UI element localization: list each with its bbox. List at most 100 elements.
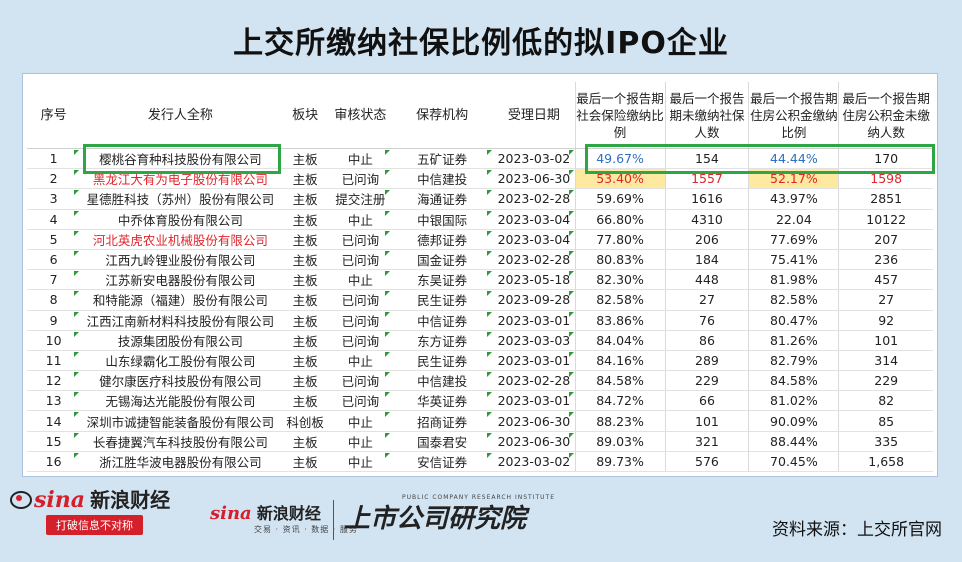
row-hf-unpaid: 1598 — [838, 168, 933, 190]
sina-finance-logo-secondary: sina 新浪财经 交易 · 资讯 · 数据 · 服务 — [210, 500, 358, 535]
header-hf-ratio: 最后一个报告期住房公积金缴纳比例 — [748, 82, 839, 149]
row-sponsor: 华英证券 — [391, 390, 494, 412]
row-ss-ratio: 59.69% — [574, 188, 666, 210]
row-no: 14 — [27, 410, 81, 432]
row-hf-unpaid: 85 — [838, 410, 933, 432]
row-no: 1 — [27, 148, 81, 170]
row-issuer: 江西江南新材料科技股份有限公司 — [80, 310, 281, 331]
row-status: 提交注册 — [329, 188, 392, 210]
row-date: 2023-06-30 — [493, 168, 576, 190]
row-ss-ratio: 53.40% — [574, 168, 666, 190]
row-ss-unpaid: 1616 — [664, 188, 749, 210]
row-ss-ratio: 83.86% — [574, 310, 666, 331]
row-board: 主板 — [280, 330, 330, 351]
row-date: 2023-09-28 — [493, 289, 576, 311]
row-no: 16 — [27, 451, 81, 473]
row-date: 2023-03-01 — [493, 310, 576, 331]
row-sponsor: 安信证券 — [391, 451, 494, 473]
row-sponsor: 招商证券 — [391, 410, 494, 432]
table-row: 11 山东绿霸化工股份有限公司 主板 中止 民生证券 2023-03-01 84.16% 28… — [27, 350, 933, 372]
row-ss-unpaid: 321 — [664, 431, 749, 452]
row-board: 主板 — [280, 431, 330, 452]
row-ss-unpaid: 86 — [664, 330, 749, 351]
row-hf-unpaid: 314 — [838, 350, 933, 372]
row-sponsor: 民生证券 — [391, 289, 494, 311]
row-ss-ratio: 89.03% — [574, 431, 666, 452]
header-hf-unpaid: 最后一个报告期住房公积金未缴纳人数 — [838, 82, 933, 149]
table-row: 16 浙江胜华波电器股份有限公司 主板 中止 安信证券 2023-03-02 89.73% 5… — [27, 451, 933, 473]
table-row: 14 深圳市诚捷智能装备股份有限公司 科创板 中止 招商证券 2023-06-30 88.2… — [27, 410, 933, 432]
row-date: 2023-03-02 — [493, 148, 576, 170]
row-sponsor: 中信建投 — [391, 168, 494, 190]
row-hf-ratio: 75.41% — [748, 249, 839, 271]
row-date: 2023-03-01 — [493, 390, 576, 412]
row-hf-unpaid: 229 — [838, 370, 933, 392]
sina-finance-text: 新浪财经 — [90, 488, 171, 512]
institute-logo: PUBLIC COMPANY RESEARCH INSTITUTE 上市公司研究… — [344, 494, 554, 535]
row-date: 2023-05-18 — [493, 269, 576, 291]
row-ss-unpaid: 229 — [664, 370, 749, 392]
row-status: 中止 — [329, 269, 392, 291]
header-issuer: 发行人全称 — [80, 82, 281, 149]
row-no: 8 — [27, 289, 81, 311]
row-no: 2 — [27, 168, 81, 190]
sina-finance-logo: sina 新浪财经 打破信息不对称 — [10, 484, 170, 535]
row-issuer: 长春捷翼汽车科技股份有限公司 — [80, 431, 281, 452]
row-ss-ratio: 77.80% — [574, 229, 666, 250]
table-header-row: 序号 发行人全称 板块 审核状态 保荐机构 受理日期 最后一个报告期社会保险缴纳… — [27, 82, 933, 149]
row-issuer: 黑龙江大有为电子股份有限公司 — [80, 168, 281, 190]
row-status: 已问询 — [329, 249, 392, 271]
row-no: 5 — [27, 229, 81, 250]
row-ss-unpaid: 101 — [664, 410, 749, 432]
row-no: 10 — [27, 330, 81, 351]
table-row: 12 健尔康医疗科技股份有限公司 主板 已问询 中信建投 2023-02-28 84.58%… — [27, 370, 933, 392]
row-issuer: 健尔康医疗科技股份有限公司 — [80, 370, 281, 392]
row-issuer: 中乔体育股份有限公司 — [80, 209, 281, 230]
row-hf-unpaid: 92 — [838, 310, 933, 331]
row-hf-ratio: 81.98% — [748, 269, 839, 291]
row-sponsor: 海通证券 — [391, 188, 494, 210]
row-status: 已问询 — [329, 310, 392, 331]
row-ss-unpaid: 289 — [664, 350, 749, 372]
row-status: 中止 — [329, 431, 392, 452]
table-row: 5 河北英虎农业机械股份有限公司 主板 已问询 德邦证券 2023-03-04 77.80%… — [27, 229, 933, 250]
row-board: 主板 — [280, 370, 330, 392]
row-sponsor: 中信建投 — [391, 370, 494, 392]
header-ss-unpaid: 最后一个报告期未缴纳社保人数 — [664, 82, 749, 149]
row-no: 9 — [27, 310, 81, 331]
row-board: 主板 — [280, 269, 330, 291]
row-hf-unpaid: 236 — [838, 249, 933, 271]
row-ss-ratio: 84.72% — [574, 390, 666, 412]
table-panel: 序号 发行人全称 板块 审核状态 保荐机构 受理日期 最后一个报告期社会保险缴纳… — [22, 73, 938, 477]
footer-divider — [333, 500, 334, 540]
row-ss-ratio: 88.23% — [574, 410, 666, 432]
table-row: 6 江西九岭锂业股份有限公司 主板 已问询 国金证券 2023-02-28 80.83% 18… — [27, 249, 933, 271]
row-hf-ratio: 90.09% — [748, 410, 839, 432]
row-date: 2023-03-04 — [493, 229, 576, 250]
row-hf-unpaid: 207 — [838, 229, 933, 250]
sina-finance-text-secondary: 新浪财经 — [256, 504, 321, 523]
row-sponsor: 东方证券 — [391, 330, 494, 351]
row-sponsor: 国金证券 — [391, 249, 494, 271]
row-no: 7 — [27, 269, 81, 291]
row-ss-unpaid: 4310 — [664, 209, 749, 230]
row-no: 4 — [27, 209, 81, 230]
row-status: 中止 — [329, 350, 392, 372]
institute-english-name: PUBLIC COMPANY RESEARCH INSTITUTE — [402, 494, 555, 501]
row-hf-ratio: 82.58% — [748, 289, 839, 311]
row-date: 2023-03-01 — [493, 350, 576, 372]
row-hf-ratio: 43.97% — [748, 188, 839, 210]
row-board: 主板 — [280, 451, 330, 473]
table-row: 7 江苏新安电器股份有限公司 主板 中止 东吴证券 2023-05-18 82.30% 448… — [27, 269, 933, 291]
row-status: 已问询 — [329, 229, 392, 250]
row-issuer: 江西九岭锂业股份有限公司 — [80, 249, 281, 271]
row-board: 主板 — [280, 350, 330, 372]
row-hf-unpaid: 335 — [838, 431, 933, 452]
row-ss-unpaid: 206 — [664, 229, 749, 250]
row-sponsor: 国泰君安 — [391, 431, 494, 452]
row-date: 2023-02-28 — [493, 370, 576, 392]
row-date: 2023-02-28 — [493, 249, 576, 271]
table-row: 13 无锡海达光能股份有限公司 主板 已问询 华英证券 2023-03-01 84.72% 6… — [27, 390, 933, 412]
table-row: 1 樱桃谷育种科技股份有限公司 主板 中止 五矿证券 2023-03-02 49.67% 15… — [27, 148, 933, 170]
sina-eye-icon — [10, 491, 32, 509]
